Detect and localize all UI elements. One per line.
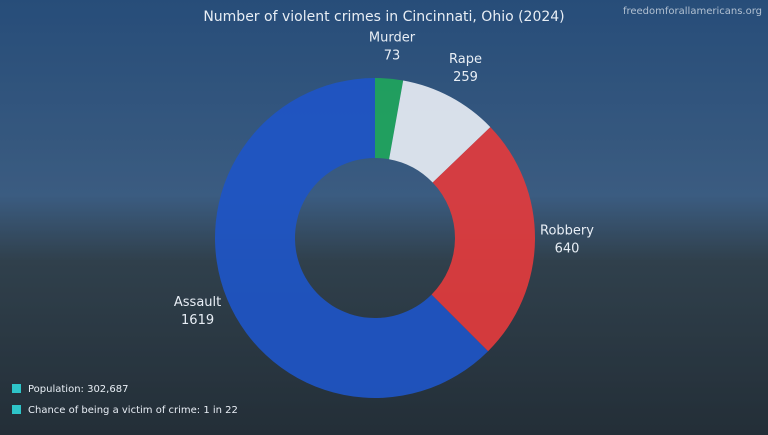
source: freedomforallamericans.org [623, 6, 762, 17]
note: Chance of being a victim of crime: 1 in … [28, 405, 238, 416]
donut-segment [389, 80, 491, 183]
note: Population: 302,687 [28, 384, 128, 395]
segment-value: 1619 [181, 313, 214, 328]
segment-label: Murder [369, 30, 416, 45]
segment-value: 259 [453, 70, 478, 85]
segment-value: 73 [384, 48, 401, 63]
donut-segment [431, 127, 535, 352]
chart-title: Number of violent crimes in Cincinnati, … [203, 9, 564, 25]
donut-segment [375, 78, 404, 160]
donut-segment [215, 78, 489, 398]
segment-value: 640 [555, 241, 580, 256]
segment-label: Assault [174, 295, 221, 310]
segment-label: Rape [449, 52, 482, 67]
note-marker [12, 384, 21, 393]
note-marker [12, 405, 21, 414]
segment-label: Robbery [540, 223, 594, 238]
